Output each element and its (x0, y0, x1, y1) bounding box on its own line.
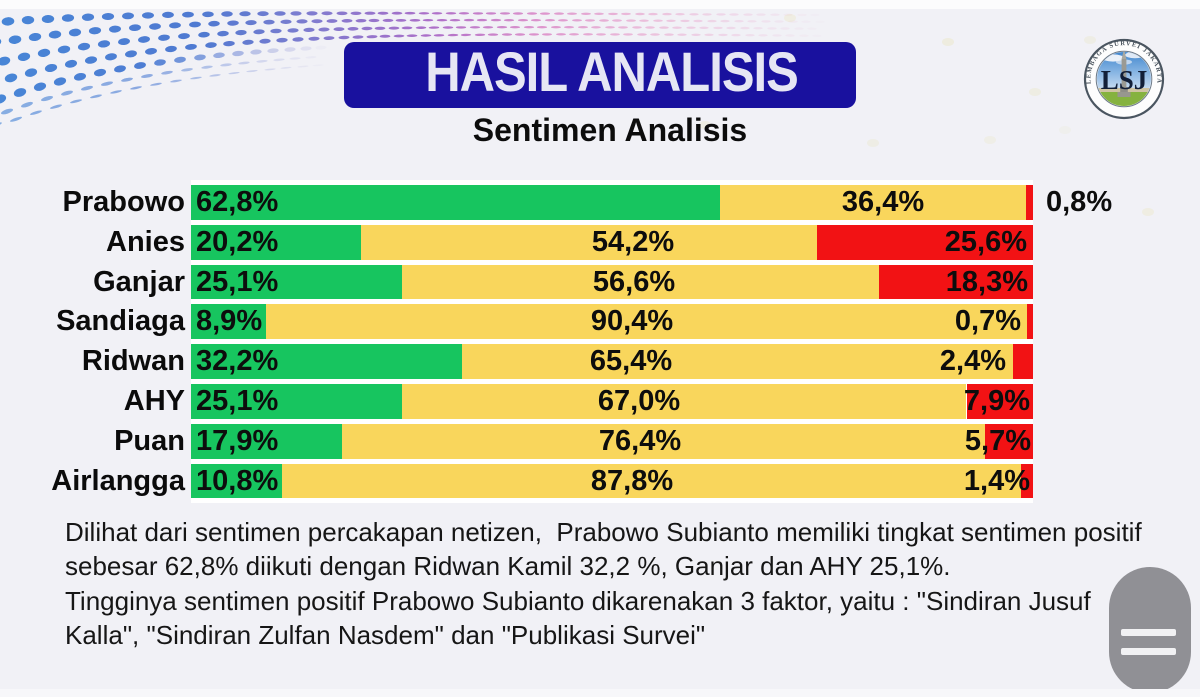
svg-text:LSJ: LSJ (1101, 65, 1148, 95)
